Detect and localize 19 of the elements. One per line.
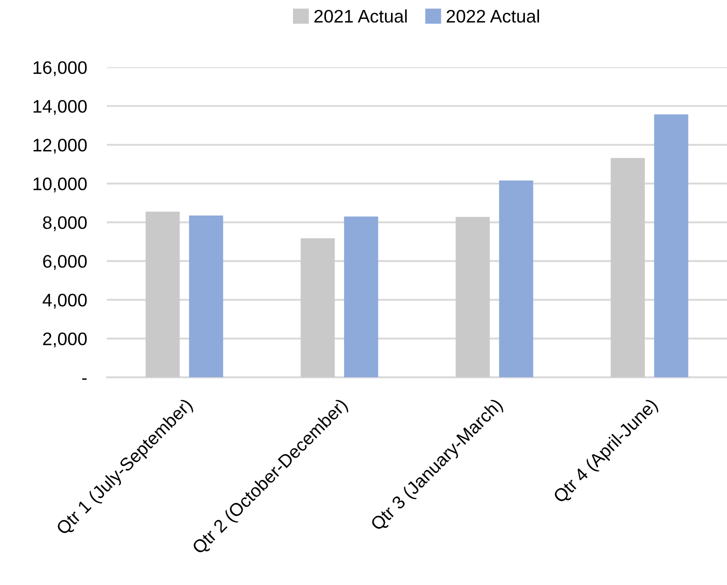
bar (146, 212, 180, 378)
bar (456, 216, 490, 378)
bar (499, 180, 534, 378)
y-tick-label: 4,000 (42, 294, 87, 309)
y-tick-label: 14,000 (34, 100, 87, 115)
y-tick-label: 12,000 (34, 138, 87, 154)
y-tick-label: 2,000 (43, 332, 87, 348)
y-tick-label: - (82, 378, 87, 380)
y-tick-label: 6,000 (43, 254, 87, 270)
bar (610, 158, 645, 378)
bar (300, 238, 335, 378)
legend-label: 2022 Actual (446, 9, 539, 23)
bar (654, 114, 688, 378)
bar (344, 216, 378, 378)
bar (189, 216, 224, 378)
y-tick-label: 16,000 (34, 61, 87, 76)
y-tick-label: 10,000 (34, 177, 87, 192)
legend-label: 2021 Actual (314, 9, 407, 23)
y-tick-label: 8,000 (43, 216, 87, 232)
